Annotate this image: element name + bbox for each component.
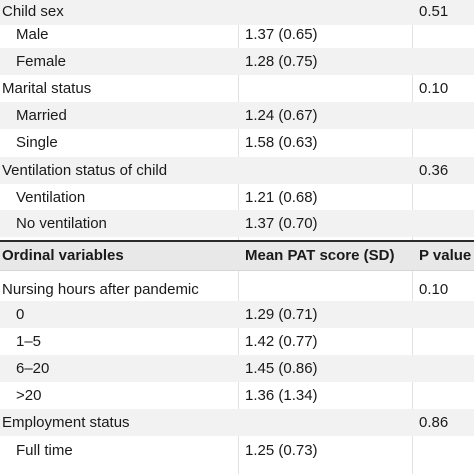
row-label: Nursing hours after pandemic	[2, 281, 199, 298]
table-row: 1–5 1.42 (0.77)	[0, 328, 474, 355]
table-row: Ventilation status of child 0.36	[0, 157, 474, 184]
table-row: Male 1.37 (0.65)	[0, 21, 474, 48]
row-label: >20	[16, 387, 42, 404]
column-header-variable: Ordinal variables	[2, 247, 124, 264]
row-label: Ventilation status of child	[2, 162, 168, 179]
row-mean: 1.42 (0.77)	[245, 333, 318, 350]
table-row: Nursing hours after pandemic 0.10	[0, 276, 474, 303]
table-row: Ventilation 1.21 (0.68)	[0, 184, 474, 211]
row-label: No ventilation	[16, 215, 107, 232]
column-divider	[412, 0, 413, 474]
row-label: Male	[16, 26, 49, 43]
table-row: 0 1.29 (0.71)	[0, 301, 474, 328]
row-label: Female	[16, 53, 67, 70]
row-label: 0	[16, 306, 25, 323]
table-row: Married 1.24 (0.67)	[0, 102, 474, 129]
row-mean: 1.25 (0.73)	[245, 442, 318, 459]
table-row: Full time 1.25 (0.73)	[0, 437, 474, 464]
row-label: 6–20	[16, 360, 50, 377]
row-p-value: 0.10	[419, 80, 449, 97]
row-p-value: 0.10	[419, 281, 449, 298]
table-header-row: Ordinal variables Mean PAT score (SD) P …	[0, 242, 474, 270]
table-row: Marital status 0.10	[0, 75, 474, 102]
table-row: >20 1.36 (1.34)	[0, 382, 474, 409]
row-mean: 1.29 (0.71)	[245, 306, 318, 323]
row-mean: 1.36 (1.34)	[245, 387, 318, 404]
table-row: Child sex 0.51	[0, 0, 474, 25]
row-mean: 1.24 (0.67)	[245, 107, 318, 124]
row-label: Marital status	[2, 80, 92, 97]
table-row: 6–20 1.45 (0.86)	[0, 355, 474, 382]
table-row: Female 1.28 (0.75)	[0, 48, 474, 75]
header-rule	[0, 270, 474, 271]
column-header-mean: Mean PAT score (SD)	[245, 247, 395, 264]
table-row: Employment status 0.86	[0, 409, 474, 436]
row-mean: 1.37 (0.70)	[245, 215, 318, 232]
row-label: Ventilation	[16, 189, 86, 206]
row-label: Married	[16, 107, 67, 124]
row-label: Employment status	[2, 414, 130, 431]
section-divider	[0, 240, 474, 242]
row-label: Single	[16, 134, 58, 151]
row-p-value: 0.51	[419, 3, 449, 20]
row-label: 1–5	[16, 333, 42, 350]
row-label: Child sex	[2, 3, 64, 20]
row-mean: 1.58 (0.63)	[245, 134, 318, 151]
row-mean: 1.37 (0.65)	[245, 26, 318, 43]
table-row: Single 1.58 (0.63)	[0, 129, 474, 156]
row-p-value: 0.36	[419, 162, 449, 179]
row-p-value: 0.86	[419, 414, 449, 431]
column-divider	[238, 0, 239, 474]
column-header-p-value: P value	[419, 247, 472, 264]
row-mean: 1.21 (0.68)	[245, 189, 318, 206]
row-label: Full time	[16, 442, 73, 459]
row-mean: 1.28 (0.75)	[245, 53, 318, 70]
table-row: No ventilation 1.37 (0.70)	[0, 210, 474, 237]
row-mean: 1.45 (0.86)	[245, 360, 318, 377]
